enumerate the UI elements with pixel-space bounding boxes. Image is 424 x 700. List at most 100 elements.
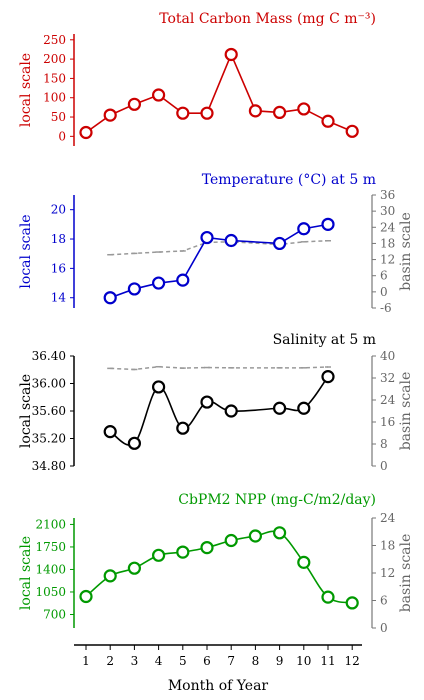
data-point bbox=[248, 529, 262, 543]
right-tick-label: -6 bbox=[380, 301, 392, 315]
right-axis-label: basin scale bbox=[398, 534, 414, 613]
left-tick-label: 1750 bbox=[35, 540, 66, 554]
right-tick-label: 0 bbox=[380, 459, 388, 473]
basin-series-line bbox=[110, 239, 329, 256]
right-tick-label: 32 bbox=[380, 371, 395, 385]
data-point bbox=[152, 276, 166, 290]
left-tick-label: 2100 bbox=[35, 517, 66, 531]
x-tick-label: 10 bbox=[296, 654, 311, 668]
left-tick-label: 1050 bbox=[35, 585, 66, 599]
right-tick-label: 24 bbox=[380, 393, 396, 407]
y-axis-label: local scale bbox=[18, 536, 34, 610]
x-tick-label: 6 bbox=[203, 654, 211, 668]
data-point bbox=[152, 88, 166, 102]
right-tick-label: 18 bbox=[380, 236, 395, 250]
data-point bbox=[345, 596, 359, 610]
left-tick-label: 50 bbox=[51, 110, 66, 124]
chart-panel-3: Salinity at 5 m 34.80 35.20 35.60 36.00 36.40… bbox=[18, 332, 414, 473]
data-point bbox=[273, 236, 287, 251]
y-axis-label: local scale bbox=[18, 53, 34, 127]
right-tick-label: 24 bbox=[380, 511, 396, 525]
data-point bbox=[224, 404, 238, 418]
data-point bbox=[321, 370, 335, 384]
x-tick-label: 8 bbox=[252, 654, 260, 668]
data-point bbox=[127, 282, 141, 296]
data-point bbox=[248, 104, 262, 118]
x-axis: Month of Year 1 2 3 4 5 6 7 8 9 10 11 12 bbox=[74, 644, 362, 694]
x-tick-label: 1 bbox=[82, 654, 90, 668]
data-point bbox=[297, 401, 311, 415]
data-point bbox=[79, 589, 93, 604]
data-point bbox=[200, 395, 214, 409]
y-axis-label: local scale bbox=[18, 374, 34, 448]
series-line bbox=[109, 376, 329, 446]
chart-panel-2: Temperature (°C) at 5 m 14 16 18 20 local sca… bbox=[18, 172, 414, 315]
data-point bbox=[200, 230, 214, 245]
data-point bbox=[127, 97, 141, 111]
x-tick-label: 7 bbox=[227, 654, 235, 668]
data-point bbox=[224, 533, 238, 548]
right-tick-label: 8 bbox=[380, 437, 388, 451]
right-tick-label: 30 bbox=[380, 204, 395, 218]
right-tick-label: 12 bbox=[380, 566, 395, 580]
x-tick-label: 2 bbox=[106, 654, 114, 668]
data-point bbox=[176, 273, 190, 287]
x-tick-label: 9 bbox=[276, 654, 284, 668]
data-point bbox=[297, 102, 311, 116]
chart-title: Temperature (°C) at 5 m bbox=[202, 172, 376, 188]
x-tick-label: 3 bbox=[131, 654, 139, 668]
x-tick-label: 4 bbox=[155, 654, 163, 668]
right-tick-label: 0 bbox=[380, 621, 388, 635]
left-tick-label: 16 bbox=[51, 261, 66, 275]
chart-title: Total Carbon Mass (mg C m⁻³) bbox=[159, 11, 376, 27]
y-axis-label: local scale bbox=[18, 214, 34, 288]
right-tick-label: 24 bbox=[380, 220, 396, 234]
data-point bbox=[103, 569, 117, 583]
data-point bbox=[103, 291, 117, 305]
data-point bbox=[321, 590, 335, 604]
data-point bbox=[200, 540, 214, 555]
data-point bbox=[273, 526, 287, 540]
right-tick-label: 6 bbox=[380, 594, 388, 608]
left-tick-label: 18 bbox=[51, 232, 66, 246]
right-tick-label: 18 bbox=[380, 539, 395, 553]
data-point bbox=[176, 106, 190, 120]
chart-title: CbPM2 NPP (mg-C/m2/day) bbox=[178, 492, 376, 508]
left-tick-label: 35.20 bbox=[32, 432, 66, 446]
data-point bbox=[297, 222, 311, 236]
left-tick-label: 150 bbox=[43, 71, 66, 85]
x-tick-label: 12 bbox=[345, 654, 360, 668]
left-tick-label: 36.00 bbox=[32, 377, 66, 391]
x-axis-label: Month of Year bbox=[168, 678, 269, 694]
data-point bbox=[103, 108, 117, 122]
data-point bbox=[321, 114, 335, 128]
data-point bbox=[79, 125, 93, 140]
x-tick-label: 11 bbox=[320, 654, 335, 668]
data-point bbox=[176, 545, 190, 559]
series-line bbox=[85, 52, 353, 134]
right-tick-label: 0 bbox=[380, 285, 388, 299]
right-axis-label: basin scale bbox=[398, 372, 414, 451]
basin-series-line bbox=[110, 365, 329, 371]
right-tick-label: 36 bbox=[380, 188, 395, 202]
data-point bbox=[321, 217, 335, 231]
data-point bbox=[152, 548, 166, 562]
series-line bbox=[85, 530, 353, 604]
data-point bbox=[224, 47, 238, 62]
right-tick-label: 16 bbox=[380, 415, 395, 429]
data-point bbox=[200, 106, 214, 120]
data-point bbox=[127, 436, 141, 450]
left-tick-label: 35.60 bbox=[32, 404, 66, 418]
data-point bbox=[273, 401, 287, 415]
right-axis-label: basin scale bbox=[398, 212, 414, 291]
right-tick-label: 40 bbox=[380, 349, 395, 363]
left-tick-label: 0 bbox=[58, 129, 66, 143]
data-point bbox=[152, 380, 166, 394]
data-point bbox=[345, 124, 359, 138]
left-tick-label: 1400 bbox=[35, 562, 66, 576]
data-point bbox=[127, 561, 141, 575]
data-point bbox=[297, 555, 311, 569]
chart-panel-1: Total Carbon Mass (mg C m⁻³) 0 50 100 150 200… bbox=[18, 11, 376, 146]
left-tick-label: 100 bbox=[43, 91, 66, 105]
